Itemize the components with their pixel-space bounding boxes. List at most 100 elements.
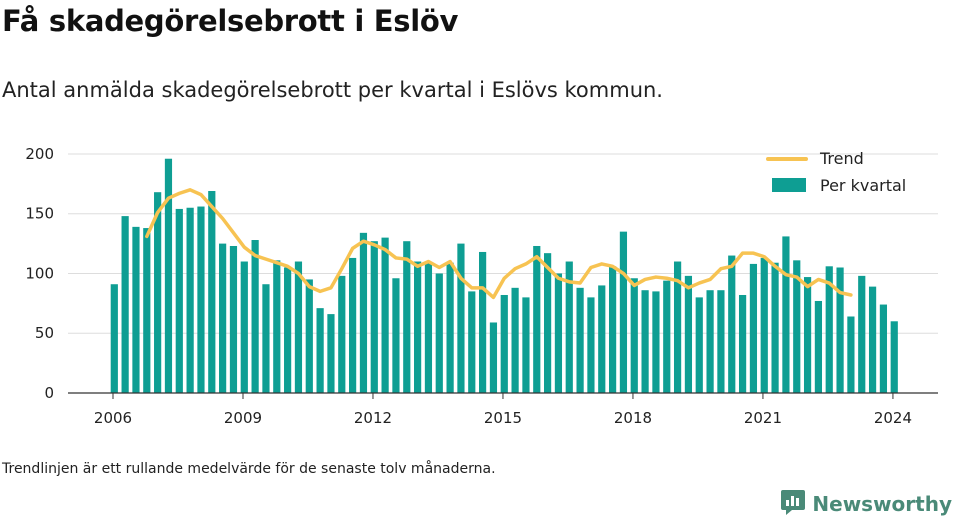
bar xyxy=(890,321,898,393)
bar-chart-speech-icon xyxy=(780,488,806,520)
bar xyxy=(717,290,725,393)
bar xyxy=(793,260,801,393)
y-tick-label: 0 xyxy=(44,384,54,402)
bar xyxy=(500,294,508,393)
bar xyxy=(197,206,205,393)
bar xyxy=(652,291,660,393)
bar xyxy=(673,261,682,393)
x-tick-label: 2024 xyxy=(874,409,912,427)
bar xyxy=(468,291,476,393)
bar xyxy=(403,241,411,393)
bar xyxy=(663,280,671,393)
bar xyxy=(424,262,433,393)
bar xyxy=(110,284,118,393)
x-tick-label: 2006 xyxy=(94,409,132,427)
bar xyxy=(619,231,628,393)
y-tick-label: 200 xyxy=(25,145,54,163)
bar xyxy=(327,314,335,393)
y-tick-label: 150 xyxy=(25,205,54,223)
bar xyxy=(814,300,823,393)
y-tick-label: 100 xyxy=(25,264,54,282)
bar xyxy=(132,226,140,393)
x-tick-label: 2012 xyxy=(354,409,392,427)
bar xyxy=(446,262,454,393)
bar-series xyxy=(110,158,898,393)
bar xyxy=(684,275,693,393)
bar xyxy=(576,287,584,393)
x-tick-label: 2018 xyxy=(614,409,652,427)
bar xyxy=(489,322,498,393)
bar xyxy=(836,267,844,393)
bar xyxy=(858,275,866,393)
bar xyxy=(868,286,877,393)
chart-title: Få skadegörelsebrott i Eslöv xyxy=(2,4,459,38)
bar xyxy=(760,257,768,393)
bar xyxy=(879,304,888,393)
bar xyxy=(164,158,173,393)
bar xyxy=(565,261,573,393)
bar xyxy=(782,236,790,393)
bar xyxy=(229,245,238,393)
legend-bar-label: Per kvartal xyxy=(820,176,906,195)
legend: Trend Per kvartal xyxy=(766,149,906,195)
bar xyxy=(381,237,389,393)
bar xyxy=(609,266,617,393)
trend-line xyxy=(145,188,853,300)
bar xyxy=(294,261,303,393)
bar xyxy=(208,191,216,393)
bar xyxy=(630,278,638,393)
bar xyxy=(175,208,183,393)
bar xyxy=(706,290,714,393)
bar xyxy=(457,243,465,393)
bar xyxy=(435,273,443,393)
bar xyxy=(186,207,194,393)
bar xyxy=(273,260,281,393)
bar xyxy=(414,261,422,393)
bar xyxy=(392,278,400,393)
bar xyxy=(479,251,487,393)
bar xyxy=(695,297,703,393)
brand-logo: Newsworthy xyxy=(780,488,952,520)
bar xyxy=(803,277,812,393)
bar xyxy=(544,253,552,393)
bar xyxy=(219,243,227,393)
bar xyxy=(511,287,519,393)
bar xyxy=(370,241,378,393)
bar xyxy=(359,232,368,393)
bar xyxy=(533,245,541,393)
bar xyxy=(349,257,357,393)
bar xyxy=(749,263,758,393)
bar xyxy=(262,284,270,393)
bar xyxy=(641,290,649,393)
bar xyxy=(316,308,324,393)
bar xyxy=(284,267,292,393)
axes: 2006 2009 2012 2015 2018 2021 2024 xyxy=(68,392,938,427)
bar xyxy=(598,285,606,393)
bar xyxy=(305,279,313,393)
x-tick-label: 2015 xyxy=(484,409,522,427)
trend-series xyxy=(145,188,853,300)
bar xyxy=(338,275,346,393)
y-tick-label: 50 xyxy=(35,324,54,342)
legend-trend-label: Trend xyxy=(819,149,864,168)
bar xyxy=(143,228,151,393)
x-tick-label: 2021 xyxy=(744,409,782,427)
bar xyxy=(738,294,747,393)
chart-subtitle: Antal anmälda skadegörelsebrott per kvar… xyxy=(2,78,663,102)
x-tick-label: 2009 xyxy=(224,409,262,427)
brand-name: Newsworthy xyxy=(812,492,952,516)
bar xyxy=(847,316,855,393)
bar xyxy=(240,261,248,393)
chart-area: 0 50 100 150 200 2006 2009 2012 2015 2018 2021 202… xyxy=(25,145,938,427)
bar xyxy=(522,297,530,393)
bar xyxy=(121,216,129,393)
bar xyxy=(587,297,595,393)
bar xyxy=(771,262,779,393)
bar xyxy=(554,273,563,393)
bar xyxy=(154,192,162,393)
bar xyxy=(251,240,259,393)
legend-bar-swatch xyxy=(772,178,806,192)
bar xyxy=(825,266,833,393)
bar xyxy=(728,255,736,393)
footnote: Trendlinjen är ett rullande medelvärde f… xyxy=(2,461,496,477)
